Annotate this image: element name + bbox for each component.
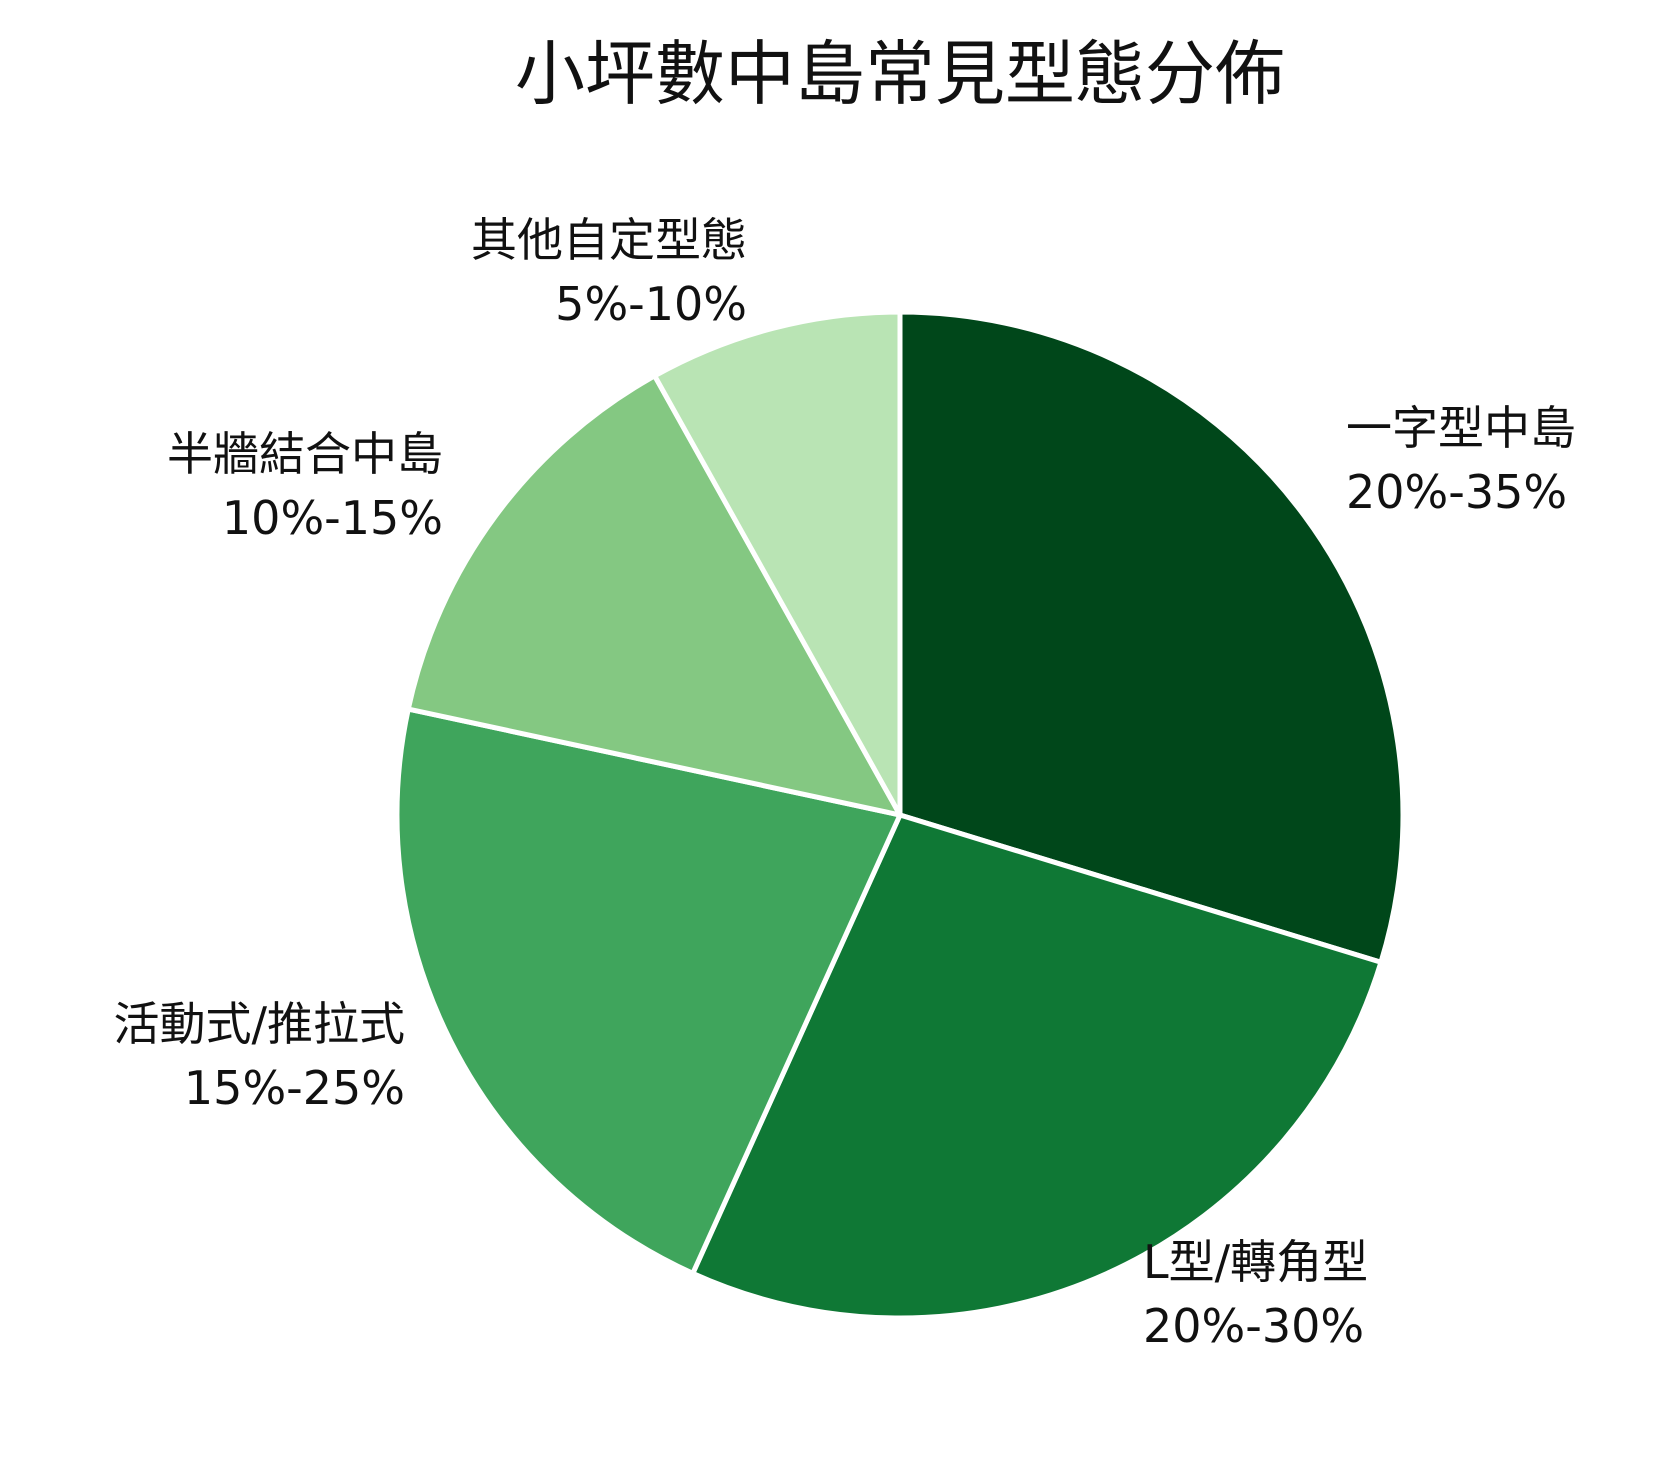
pie-slice-4 (652, 309, 903, 818)
slice-label-range-0: 20%-35% (1346, 465, 1567, 519)
slice-label-range-3: 10%-15% (222, 491, 443, 545)
pie-slice-1 (690, 812, 1384, 1321)
slice-label-range-1: 20%-30% (1143, 1299, 1364, 1353)
pie-slice-0 (897, 309, 1406, 965)
pie-slice-2 (394, 706, 903, 1276)
slice-label-name-3: 半牆結合中島 (167, 427, 443, 481)
pie-labels: 一字型中島 20%-35% L型/轉角型 20%-30% 活動式/推拉式 15%-25% 半… (114, 213, 1577, 1353)
chart-title: 小坪數中島常見型態分佈 (515, 33, 1285, 115)
slice-label-name-2: 活動式/推拉式 (114, 997, 406, 1051)
slice-label-range-2: 15%-25% (184, 1061, 405, 1115)
slice-label-name-1: L型/轉角型 (1143, 1235, 1368, 1289)
pie-slices (394, 309, 1406, 1321)
slice-label-range-4: 5%-10% (555, 277, 747, 331)
slice-label-name-4: 其他自定型態 (471, 213, 747, 267)
slice-label-name-0: 一字型中島 (1346, 401, 1576, 455)
pie-slice-3 (405, 373, 903, 818)
